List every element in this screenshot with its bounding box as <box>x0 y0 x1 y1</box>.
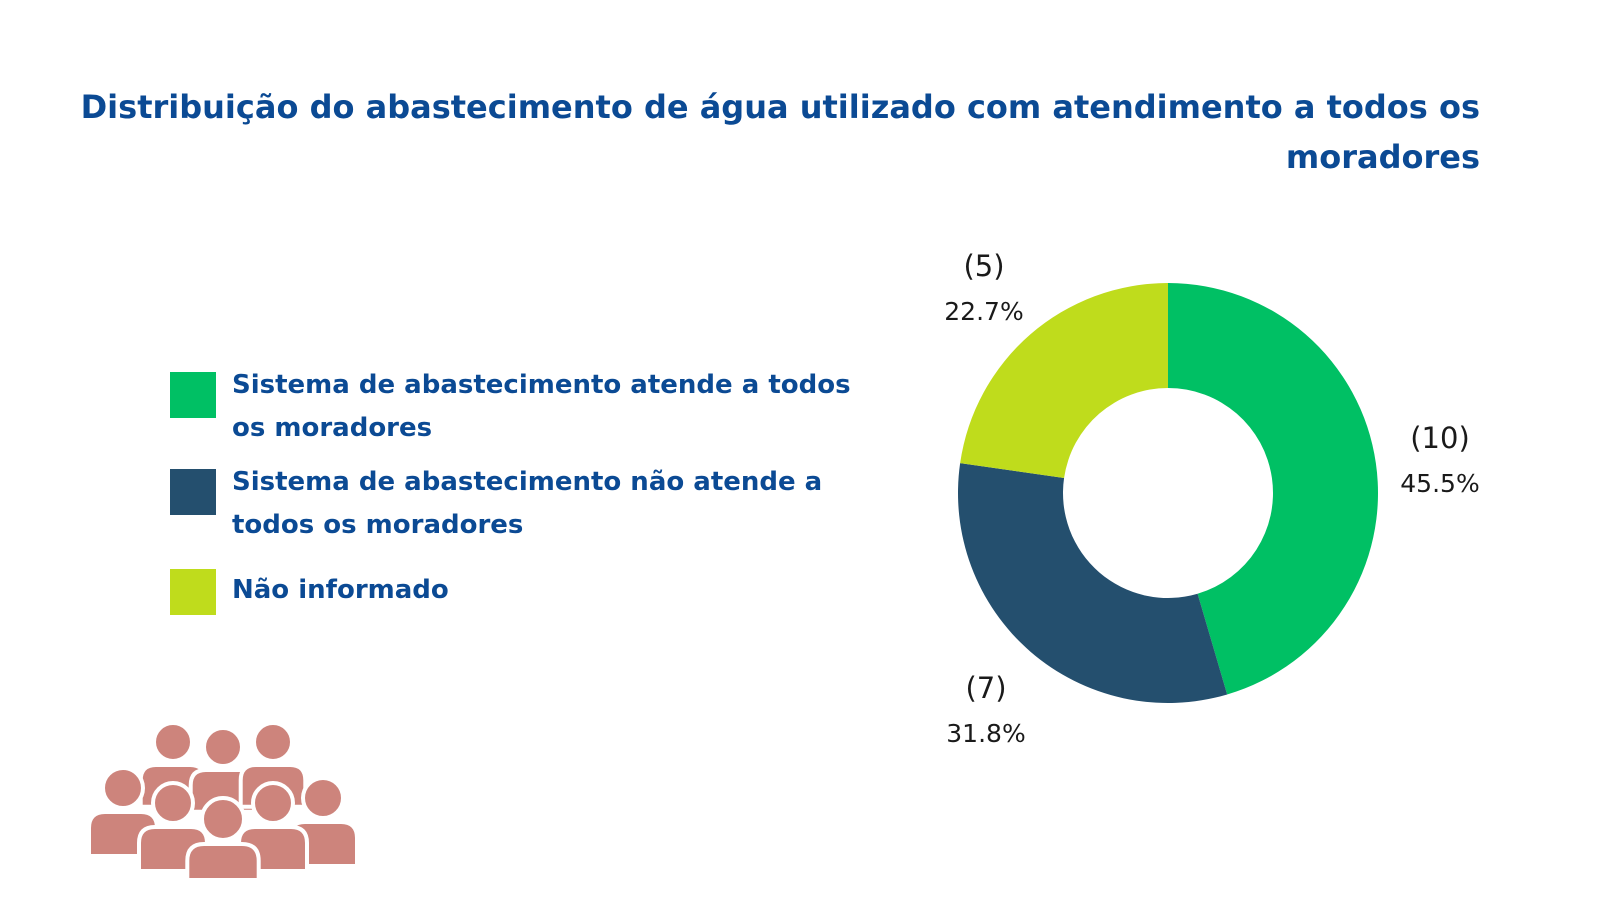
data-label-percent: 22.7% <box>944 297 1023 326</box>
legend-label-atende: Sistema de abastecimento atende a todos … <box>232 370 851 443</box>
data-label-percent: 31.8% <box>946 719 1025 748</box>
data-label-count: (7) <box>965 671 1006 705</box>
legend-swatch-nao-informado <box>170 569 216 615</box>
legend-label-nao-informado: Não informado <box>232 575 449 605</box>
legend-swatch-atende <box>170 372 216 418</box>
slice-nao-informado <box>960 283 1168 479</box>
data-label-count: (5) <box>963 249 1004 283</box>
chart-title: Distribuição do abastecimento de água ut… <box>80 88 1480 176</box>
slice-atende <box>1168 283 1379 695</box>
people-group-icon <box>88 721 359 878</box>
legend-label-nao-atende: Sistema de abastecimento não atende a to… <box>232 467 823 540</box>
data-label-percent: 45.5% <box>1400 469 1479 498</box>
legend-swatch-nao-atende <box>170 469 216 515</box>
data-label-count: (10) <box>1410 421 1470 455</box>
slice-nao-atende <box>957 463 1228 703</box>
